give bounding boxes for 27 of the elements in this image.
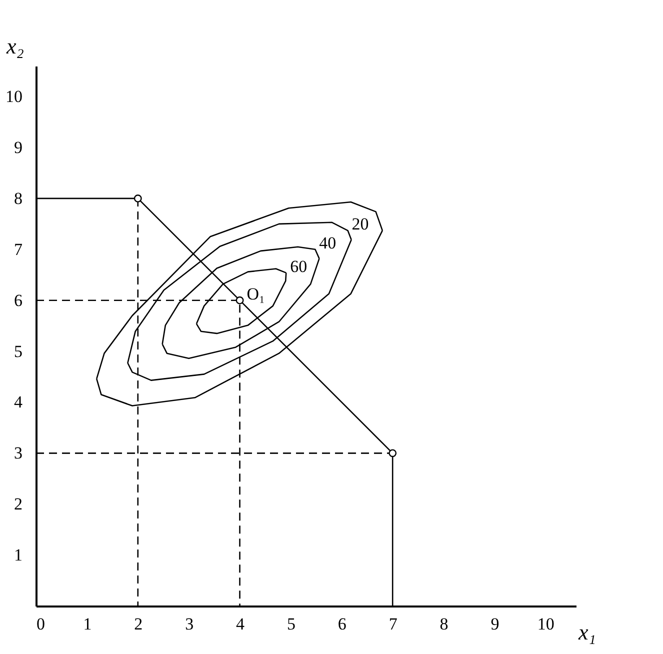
- x-tick-label: 4: [236, 614, 246, 634]
- y-tick-label: 9: [14, 138, 22, 158]
- y-tick-label: 1: [14, 546, 22, 565]
- x-tick-label: 10: [537, 614, 554, 634]
- x-tick-label: 1: [83, 614, 92, 634]
- x-tick-label: 5: [286, 614, 296, 634]
- x-tick-label: 6: [338, 614, 346, 634]
- y-tick-label: 3: [14, 444, 22, 463]
- x-tick-label: 3: [185, 614, 194, 634]
- y-tick-label: 4: [14, 392, 23, 412]
- x-tick-label: 2: [134, 614, 143, 634]
- y-tick-label: 10: [6, 87, 22, 106]
- y-tick-label: 2: [14, 494, 22, 514]
- x-tick-label: 8: [440, 614, 448, 634]
- series-label: 60: [290, 256, 308, 276]
- y-tick-label: 8: [14, 188, 22, 208]
- series-label: 40: [319, 233, 336, 252]
- x-tick-label: 0: [36, 614, 45, 634]
- y-tick-label: 7: [14, 240, 23, 259]
- data-label: O₁: [246, 284, 265, 304]
- series-label: 20: [352, 214, 369, 234]
- x-axis-title: x₁: [578, 620, 596, 644]
- x-tick-label: 9: [490, 614, 500, 634]
- y-tick-label: 6: [14, 290, 22, 310]
- y-axis-title: x₂: [6, 34, 24, 58]
- x-tick-label: 7: [388, 614, 398, 634]
- y-tick-label: 5: [14, 342, 22, 361]
